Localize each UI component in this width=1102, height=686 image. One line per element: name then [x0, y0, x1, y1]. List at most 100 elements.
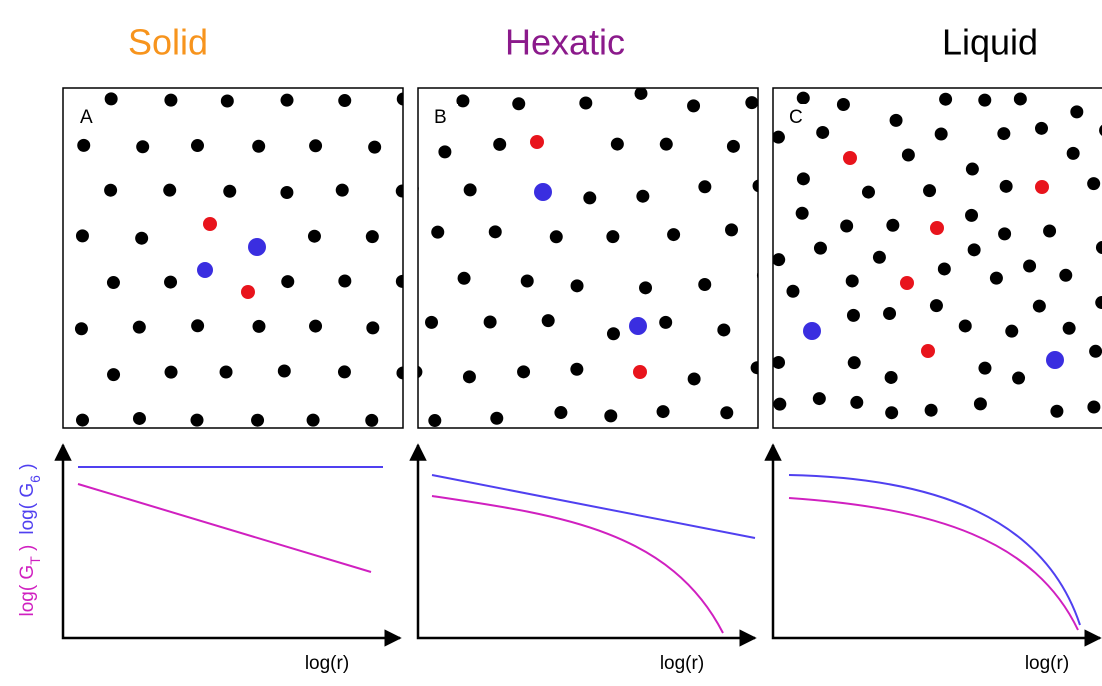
particle [464, 183, 477, 196]
particle [583, 191, 596, 204]
particle [530, 135, 544, 149]
particle [136, 140, 149, 153]
particle [280, 186, 293, 199]
particle [885, 371, 898, 384]
particle [890, 114, 903, 127]
particle [633, 365, 647, 379]
particle [20, 228, 33, 241]
axes [63, 445, 1100, 638]
particle [902, 149, 915, 162]
x-axis-label: log(r) [305, 653, 349, 674]
particle [281, 94, 294, 107]
particle [490, 412, 503, 425]
particle [77, 139, 90, 152]
particle [517, 365, 530, 378]
gt-curve [789, 498, 1078, 630]
g6-sub: 6 [27, 475, 43, 483]
particle [105, 92, 118, 105]
particle [1033, 300, 1046, 313]
particle [667, 228, 680, 241]
particle [660, 138, 673, 151]
particle [639, 281, 652, 294]
particle [965, 209, 978, 222]
particle [753, 179, 766, 192]
particle [251, 414, 264, 427]
particle [135, 232, 148, 245]
particle [606, 230, 619, 243]
particle [797, 92, 810, 105]
particle [521, 275, 534, 288]
particle [797, 172, 810, 185]
particle [813, 392, 826, 405]
particle [659, 316, 672, 329]
particle [1012, 372, 1025, 385]
particle [1000, 180, 1013, 193]
particle [885, 406, 898, 419]
particle [550, 230, 563, 243]
phase-title: Liquid [942, 22, 1038, 63]
particle [974, 397, 987, 410]
particle [816, 126, 829, 139]
particle [1023, 260, 1036, 273]
particle [814, 87, 827, 100]
particle [309, 139, 322, 152]
particle [438, 145, 451, 158]
particle [570, 363, 583, 376]
particle [786, 285, 799, 298]
particle [365, 414, 378, 427]
particle [366, 230, 379, 243]
particle [925, 404, 938, 417]
particle [107, 368, 120, 381]
particle [725, 223, 738, 236]
particle [1035, 122, 1048, 135]
particle [221, 95, 234, 108]
panel-letter: C [789, 107, 803, 128]
particle [164, 94, 177, 107]
particle [698, 278, 711, 291]
particle [571, 279, 584, 292]
particle [777, 231, 790, 244]
particle [76, 229, 89, 242]
particle [458, 272, 471, 285]
particle [1005, 325, 1018, 338]
particle [688, 372, 701, 385]
particle [1096, 241, 1102, 254]
particle [1014, 92, 1027, 105]
particle [20, 411, 33, 424]
particle [634, 87, 647, 100]
particle [1063, 322, 1076, 335]
particle [191, 139, 204, 152]
particle [542, 314, 555, 327]
particle [727, 140, 740, 153]
particle [776, 418, 789, 431]
gt-curve [78, 484, 371, 572]
particle [796, 207, 809, 220]
particle [19, 137, 32, 150]
particle [847, 309, 860, 322]
particle [203, 217, 217, 231]
particle [406, 182, 419, 195]
figure: Solid Hexatic Liquid A B C log(r) log(r)… [0, 0, 1102, 681]
particle [1089, 345, 1102, 358]
particle [377, 236, 390, 249]
particle [104, 184, 117, 197]
particle [338, 365, 351, 378]
x-axis-label: log(r) [1025, 653, 1069, 674]
particle [814, 242, 827, 255]
particle [611, 138, 624, 151]
particle [978, 94, 991, 107]
particle [191, 319, 204, 332]
particle [281, 275, 294, 288]
particle [804, 368, 817, 381]
particle [900, 276, 914, 290]
particle [252, 320, 265, 333]
particle [873, 251, 886, 264]
particle [456, 94, 469, 107]
particle [49, 184, 62, 197]
particle [629, 317, 647, 335]
particle [773, 398, 786, 411]
particle [46, 95, 59, 108]
particle [923, 184, 936, 197]
particle [308, 230, 321, 243]
particle [107, 276, 120, 289]
